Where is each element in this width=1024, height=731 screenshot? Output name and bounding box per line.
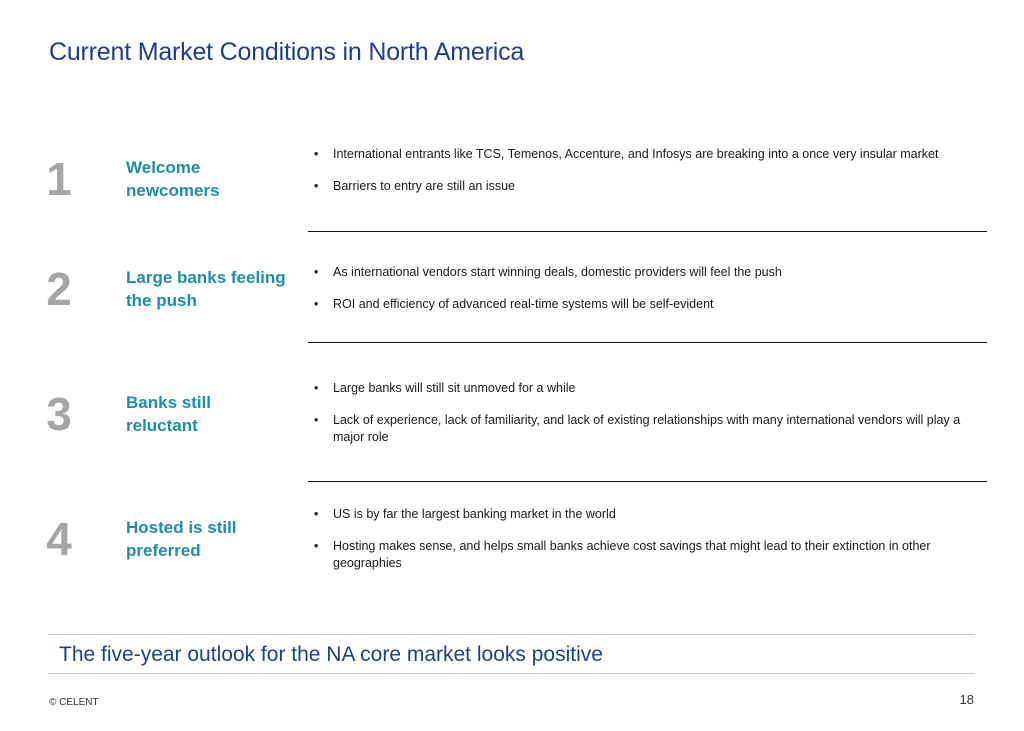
section-1-number: 1 [46, 153, 72, 205]
outlook-top-rule [48, 634, 975, 635]
section-1-heading: Welcome newcomers [126, 158, 220, 200]
section-1-bullets: International entrants like TCS, Temenos… [312, 146, 984, 210]
section-3-number: 3 [46, 388, 72, 440]
bullet-item: Hosting makes sense, and helps small ban… [312, 538, 984, 572]
bullet-item: Large banks will still sit unmoved for a… [312, 380, 984, 397]
bullet-item: Barriers to entry are still an issue [312, 178, 984, 195]
section-4-heading: Hosted is still preferred [126, 518, 237, 560]
section-divider [308, 481, 987, 482]
section-3-bullets: Large banks will still sit unmoved for a… [312, 380, 984, 461]
section-2-heading: Large banks feeling the push [126, 268, 286, 310]
bullet-item: Lack of experience, lack of familiarity,… [312, 412, 984, 446]
bullet-item: As international vendors start winning d… [312, 264, 984, 281]
section-4-number: 4 [46, 513, 72, 565]
bullet-item: International entrants like TCS, Temenos… [312, 146, 984, 163]
slide-title: Current Market Conditions in North Ameri… [49, 38, 525, 66]
section-2-bullets: As international vendors start winning d… [312, 264, 984, 328]
copyright-footer: © CELENT [49, 697, 99, 708]
outlook-statement: The five-year outlook for the NA core ma… [59, 643, 603, 666]
section-4-bullets: US is by far the largest banking market … [312, 506, 984, 587]
outlook-bottom-rule [48, 673, 975, 674]
section-2-number: 2 [46, 263, 72, 315]
bullet-item: US is by far the largest banking market … [312, 506, 984, 523]
bullet-item: ROI and efficiency of advanced real-time… [312, 296, 984, 313]
section-3-heading: Banks still reluctant [126, 393, 212, 435]
section-divider [308, 342, 987, 343]
page-number: 18 [959, 692, 974, 707]
section-divider [308, 231, 987, 232]
